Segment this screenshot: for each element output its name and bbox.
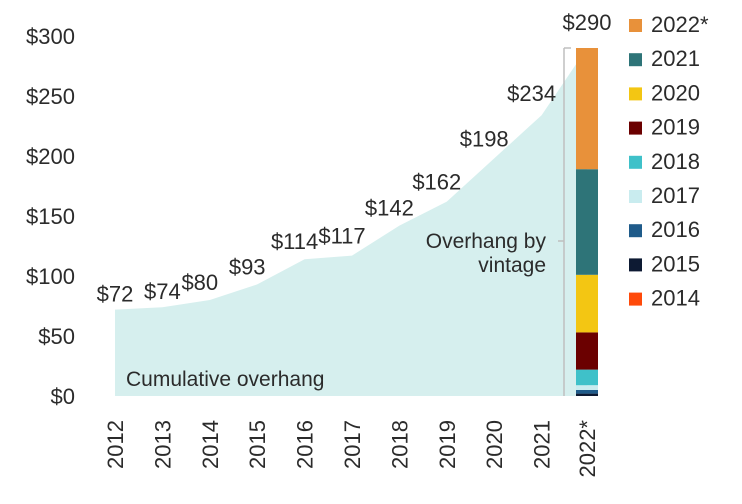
legend-swatch bbox=[629, 87, 642, 101]
legend-label: 2015 bbox=[651, 251, 700, 276]
x-tick-label: 2015 bbox=[245, 420, 270, 469]
legend-label: 2018 bbox=[651, 149, 700, 174]
vintage-bracket bbox=[558, 47, 571, 396]
vintage-bar-segment bbox=[576, 393, 598, 396]
x-tick-label: 2021 bbox=[530, 420, 555, 469]
x-axis: 2012 2013 2014 2015 2016 2017 2018 2019 2020 2021… bbox=[103, 420, 600, 478]
vintage-bar-segment bbox=[576, 385, 598, 390]
legend-label: 2016 bbox=[651, 217, 700, 242]
y-tick-label: $250 bbox=[26, 84, 75, 109]
legend-swatch bbox=[629, 224, 642, 238]
legend-swatch bbox=[629, 190, 642, 203]
legend-swatch bbox=[629, 155, 642, 169]
vintage-bar-segment bbox=[576, 274, 598, 333]
cumulative-data-label: $198 bbox=[460, 126, 509, 151]
cumulative-data-label: $74 bbox=[144, 279, 181, 304]
x-tick-label: 2014 bbox=[198, 420, 223, 469]
vintage-bar-segment bbox=[576, 390, 598, 394]
cumulative-data-label: $114 bbox=[271, 229, 318, 254]
legend-label: 2022* bbox=[651, 12, 709, 37]
vintage-stacked-bar bbox=[576, 48, 598, 396]
x-tick-label: 2020 bbox=[482, 420, 507, 469]
y-tick-label: $300 bbox=[26, 24, 75, 49]
y-tick-label: $200 bbox=[26, 144, 75, 169]
x-tick-label: 2016 bbox=[293, 420, 318, 469]
legend-label: 2021 bbox=[651, 46, 700, 71]
x-tick-label: 2022* bbox=[575, 420, 600, 478]
x-tick-label: 2017 bbox=[340, 420, 365, 469]
cumulative-data-label: $72 bbox=[97, 282, 134, 307]
y-tick-label: $100 bbox=[26, 264, 75, 289]
vintage-bar-segment bbox=[576, 169, 598, 275]
legend-swatch bbox=[629, 258, 642, 272]
legend-label: 2014 bbox=[651, 286, 700, 311]
legend-swatch bbox=[629, 53, 642, 67]
legend-label: 2020 bbox=[651, 80, 700, 105]
bar-annotation-line-1: Overhang by bbox=[426, 230, 547, 253]
legend-swatch bbox=[629, 292, 642, 306]
y-tick-label: $150 bbox=[26, 204, 75, 229]
vintage-bar-segment bbox=[576, 332, 598, 370]
x-tick-label: 2019 bbox=[435, 420, 460, 469]
legend: 2022* 2021 2020 2019 2018 2017 2016 2015 2014 bbox=[629, 12, 709, 311]
cumulative-data-label: $162 bbox=[412, 170, 461, 195]
y-axis: $0 $50 $100 $150 $200 $250 $300 bbox=[26, 24, 75, 409]
area-annotation: Cumulative overhang bbox=[126, 368, 324, 391]
vintage-bar-segment bbox=[576, 369, 598, 386]
cumulative-data-label: $80 bbox=[181, 270, 218, 295]
cumulative-data-label: $117 bbox=[318, 224, 365, 249]
cumulative-data-labels: $72 $74 $80 $93$114 $117$142$162 $198 $234 $290 bbox=[97, 10, 612, 307]
cumulative-data-label: $142 bbox=[365, 196, 414, 221]
legend-swatch bbox=[629, 121, 642, 135]
cumulative-data-label: $234 bbox=[507, 81, 556, 106]
legend-swatch bbox=[629, 19, 642, 32]
vintage-bar-segment bbox=[576, 48, 598, 170]
x-tick-label: 2018 bbox=[387, 420, 412, 469]
bar-annotation-line-2: vintage bbox=[478, 254, 546, 277]
cumulative-data-label: $93 bbox=[229, 254, 266, 279]
legend-label: 2017 bbox=[651, 183, 700, 208]
y-tick-label: $0 bbox=[51, 384, 75, 409]
cumulative-data-label: $290 bbox=[563, 10, 612, 35]
x-tick-label: 2012 bbox=[103, 420, 128, 469]
cumulative-overhang-area bbox=[115, 48, 587, 396]
x-tick-label: 2013 bbox=[150, 420, 175, 469]
y-tick-label: $50 bbox=[38, 324, 75, 349]
legend-label: 2019 bbox=[651, 115, 700, 140]
